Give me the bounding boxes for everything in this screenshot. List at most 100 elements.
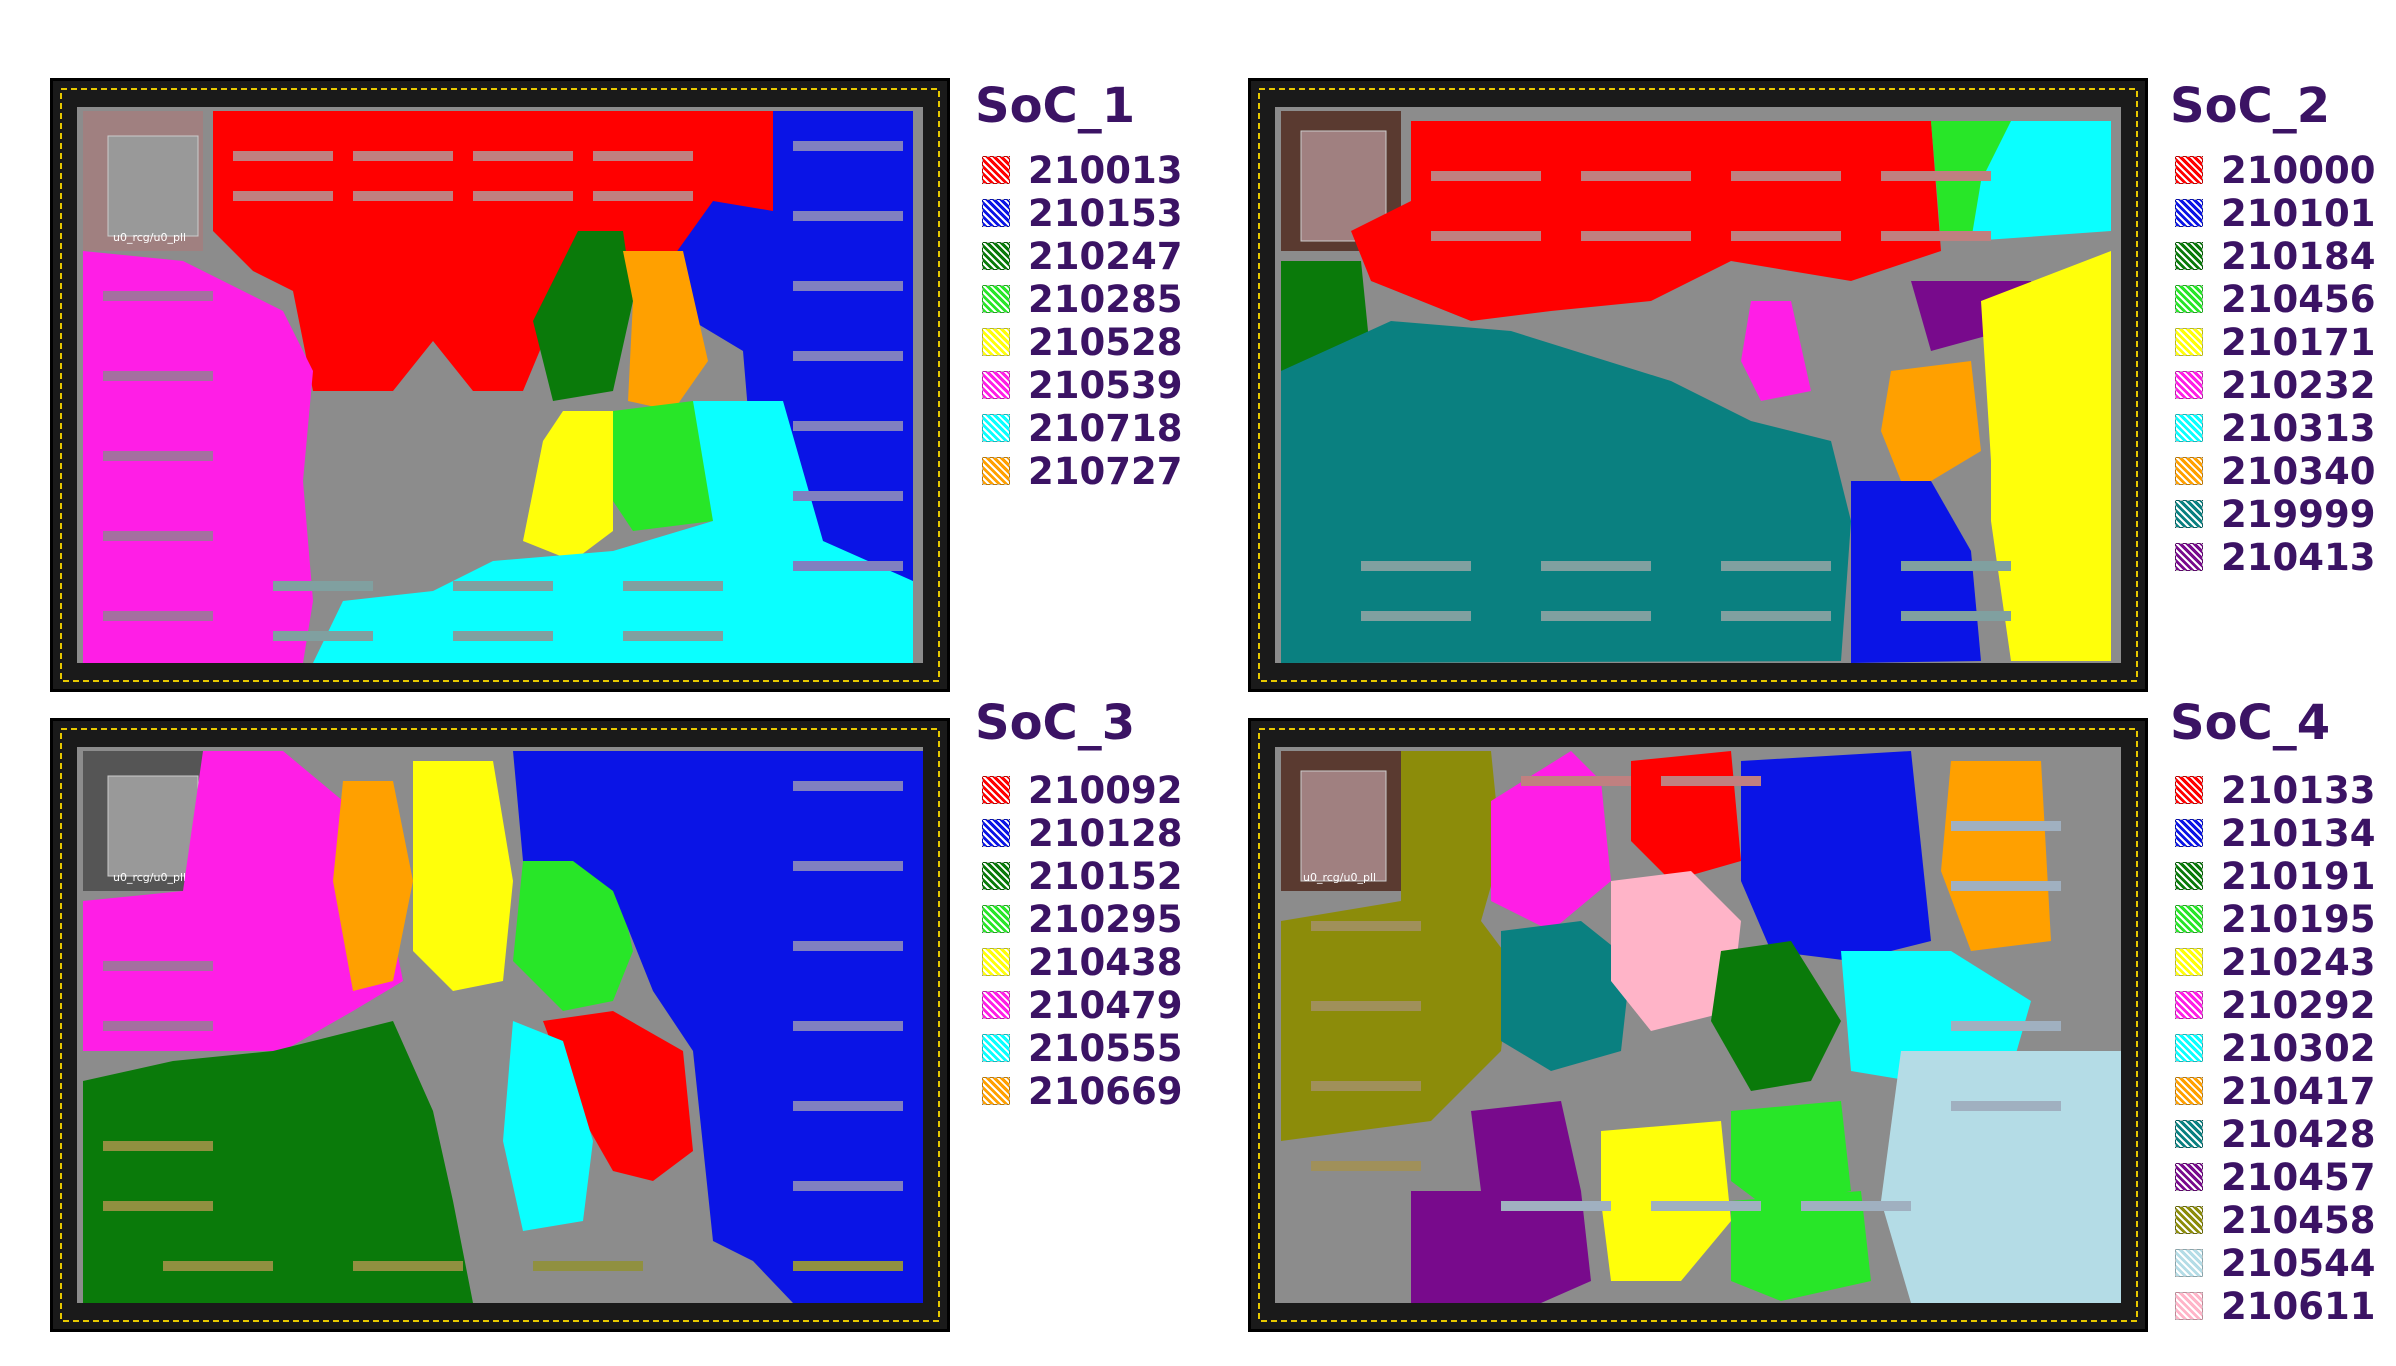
legend-label: 210153 [1028,191,1183,235]
legend-swatch [2175,1206,2203,1234]
legend-swatch [982,862,1010,890]
legend-label: 210456 [2221,277,2376,321]
legend-label: 210184 [2221,234,2376,278]
legend-swatch [2175,948,2203,976]
legend-item: 210340 [2175,449,2376,493]
legend-label: 210013 [1028,148,1183,192]
legend-swatch [2175,1292,2203,1320]
legend-label: 210727 [1028,449,1183,493]
legend-label: 210718 [1028,406,1183,450]
legend-item: 210528 [982,320,1183,364]
legend-label: 210611 [2221,1284,2376,1328]
legend-item: 210171 [2175,321,2375,364]
legend-swatch [982,819,1010,847]
legend-item: 210544 [2175,1241,2376,1285]
legend-label: 210292 [2221,983,2376,1027]
legend-swatch [982,285,1010,313]
legend-swatch [2175,1034,2203,1062]
legend-swatch [2175,242,2203,270]
legend-swatch [2175,1120,2203,1148]
legend-item: 210479 [982,983,1183,1027]
legend-swatch [982,948,1010,976]
legend-item: 210092 [982,768,1183,812]
legend-item: 210195 [2175,897,2376,941]
legend-label: 210340 [2221,449,2376,493]
legend-swatch [982,1034,1010,1062]
legend-item: 210000 [2175,149,2375,192]
legend-item: 210456 [2175,277,2376,321]
legend-item: 210133 [2175,768,2376,812]
legend-label: 210528 [1028,320,1183,364]
soc-3-floorplan: u0_rcg/u0_pll [53,721,947,1329]
legend-label: 210302 [2221,1026,2376,1070]
legend-swatch [2175,457,2203,485]
legend-item: 210292 [2175,983,2376,1027]
legend-label: 210457 [2221,1155,2376,1199]
legend-swatch [2175,991,2203,1019]
soc-4-chip-layout: u0_rcg/u0_pll [1248,718,2148,1332]
soc-1-chip-layout: u0_rcg/u0_pll [50,78,950,692]
legend-item: 210184 [2175,234,2376,278]
legend-item: 210727 [982,449,1183,493]
legend-item: 210191 [2175,854,2376,898]
soc-1-pll-label: u0_rcg/u0_pll [113,231,186,244]
legend-label: 219999 [2221,492,2376,536]
legend-item: 210669 [982,1070,1182,1113]
legend-item: 210555 [982,1027,1182,1070]
legend-label: 210195 [2221,897,2376,941]
legend-item: 219999 [2175,492,2376,536]
legend-swatch [2175,905,2203,933]
legend-label: 210134 [2221,811,2376,855]
legend-label: 210539 [1028,363,1183,407]
soc-1-floorplan: u0_rcg/u0_pll [53,81,947,689]
legend-swatch [982,905,1010,933]
legend-label: 210544 [2221,1241,2376,1285]
legend-label: 210247 [1028,234,1183,278]
legend-swatch [2175,1249,2203,1277]
legend-swatch [982,242,1010,270]
legend-label: 210295 [1028,897,1183,941]
legend-label: 210152 [1028,854,1183,898]
legend-item: 210428 [2175,1112,2376,1156]
soc-2-chip-layout [1248,78,2148,692]
legend-swatch [2175,414,2203,442]
legend-swatch [982,328,1010,356]
legend-swatch [982,414,1010,442]
legend-item: 210313 [2175,407,2375,450]
legend-label: 210133 [2221,768,2376,812]
legend-label: 210428 [2221,1112,2376,1156]
legend-label: 210438 [1028,940,1183,984]
legend-swatch [2175,199,2203,227]
soc-3-pll-label: u0_rcg/u0_pll [113,871,186,884]
legend-item: 210413 [2175,535,2376,579]
legend-item: 210458 [2175,1199,2375,1242]
legend-label: 210413 [2221,535,2376,579]
legend-label: 210092 [1028,768,1183,812]
legend-label: 210232 [2221,363,2376,407]
legend-item: 210152 [982,854,1183,898]
legend-item: 210232 [2175,363,2376,407]
legend-item: 210417 [2175,1069,2376,1113]
legend-swatch [2175,776,2203,804]
legend-swatch [2175,371,2203,399]
soc-4-title: SoC_4 [2170,695,2331,751]
legend-item: 210247 [982,234,1183,278]
legend-swatch [982,776,1010,804]
legend-swatch [2175,156,2203,184]
legend-swatch [2175,1163,2203,1191]
legend-label: 210128 [1028,811,1183,855]
legend-label: 210479 [1028,983,1183,1027]
legend-swatch [2175,328,2203,356]
legend-swatch [2175,819,2203,847]
legend-item: 210539 [982,363,1183,407]
soc-2-floorplan [1251,81,2145,689]
legend-label: 210417 [2221,1069,2376,1113]
legend-swatch [982,991,1010,1019]
legend-item: 210153 [982,191,1183,235]
legend-item: 210128 [982,811,1183,855]
legend-swatch [2175,543,2203,571]
legend-label: 210191 [2221,854,2376,898]
soc-1-title: SoC_1 [975,78,1136,134]
legend-swatch [2175,285,2203,313]
legend-item: 210285 [982,278,1182,321]
